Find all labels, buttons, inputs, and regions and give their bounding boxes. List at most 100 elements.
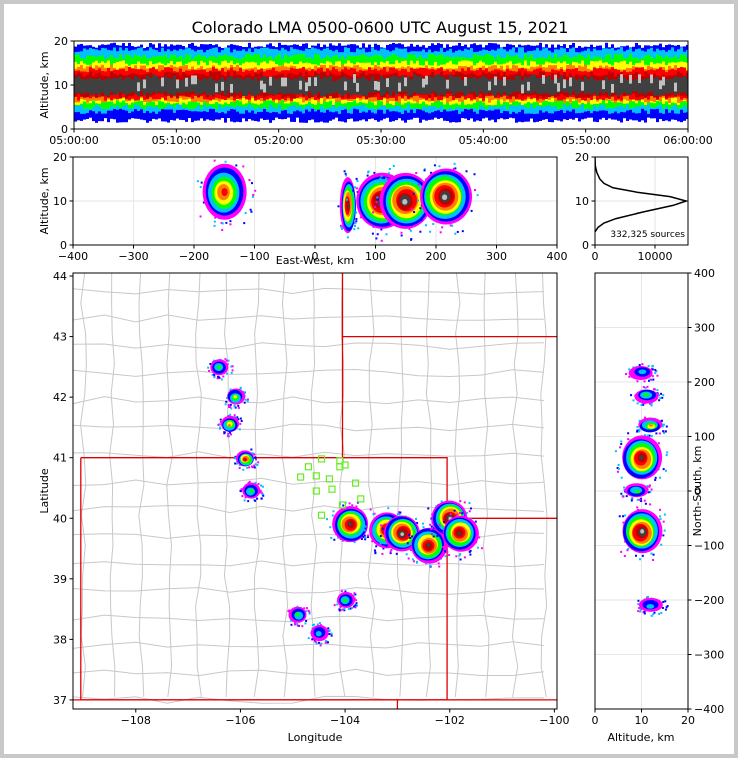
density-point (243, 391, 246, 394)
time-band-cell (209, 76, 212, 96)
lma-figure: Colorado LMA 0500-0600 UTC August 15, 20… (38, 18, 725, 744)
time-band-cell (407, 76, 410, 97)
density-point (220, 378, 223, 381)
density-point (630, 394, 633, 397)
density-point (375, 545, 378, 548)
time-core-cell (443, 78, 446, 88)
density-point (456, 230, 459, 233)
county-line (253, 273, 260, 697)
density-point (649, 503, 652, 506)
density-point (632, 366, 635, 369)
density-point (239, 417, 242, 420)
density-point (363, 534, 366, 537)
eastwest-cluster (410, 162, 479, 235)
y-tick-label: 20 (54, 35, 68, 48)
northsouth-ticks: 0 10 20−400 −300 −200 −100 0 100 200 300 400 (592, 267, 725, 727)
density-point (647, 491, 650, 494)
density-point (624, 514, 627, 517)
density-point (237, 404, 240, 407)
time-band-cell (341, 77, 344, 97)
density-point (638, 363, 641, 366)
density-point (658, 399, 661, 402)
time-core-cell (215, 83, 218, 93)
density-point (468, 510, 471, 513)
y-tick-label: 0 (61, 123, 68, 136)
density-point (656, 389, 659, 392)
density-point (632, 399, 635, 402)
density-point (430, 525, 433, 528)
density-point (343, 609, 346, 612)
density-point (638, 606, 641, 609)
density-point (665, 425, 668, 428)
density-point (424, 224, 427, 227)
x-tick-label: 10 (635, 714, 649, 727)
plan-view-cluster (379, 513, 427, 556)
time-core-cell (539, 79, 542, 88)
station-marker (325, 475, 333, 483)
time-band-cell (95, 79, 98, 94)
density-point (246, 466, 249, 469)
density-point (648, 484, 651, 487)
time-band-cell (437, 78, 440, 96)
density-point (202, 201, 205, 204)
density-point (416, 199, 419, 202)
density-point (354, 593, 357, 596)
density-point (634, 554, 637, 557)
density-point (344, 172, 347, 175)
density-point (650, 552, 653, 555)
northsouth-cluster (620, 483, 653, 503)
density-point (465, 511, 468, 514)
density-point (243, 401, 246, 404)
density-point (260, 484, 263, 487)
density-point (410, 208, 413, 211)
northsouth-density (614, 363, 669, 617)
density-point (347, 607, 350, 610)
density-point (620, 440, 623, 443)
x-tick-label: −100 (539, 714, 569, 727)
density-point (234, 406, 237, 409)
density-point (355, 220, 358, 223)
density-point (415, 560, 418, 563)
time-core-cell (425, 75, 428, 85)
density-point (229, 413, 232, 416)
density-point (330, 634, 333, 637)
time-core-cell (452, 76, 455, 86)
time-band-cell (419, 77, 422, 94)
density-point (617, 463, 620, 466)
density-point (332, 510, 335, 513)
county-line (73, 423, 544, 432)
density-point (227, 432, 230, 435)
y-tick-label: −400 (694, 703, 724, 716)
density-point (356, 501, 359, 504)
density-point (636, 380, 639, 383)
density-point (363, 529, 366, 532)
density-point (367, 534, 370, 537)
time-core-cell (128, 84, 131, 94)
density-point (373, 171, 376, 174)
plan-view-ticks: −108 −106 −104 −102 −100 37 38 39 40 41 42 43 44 (53, 270, 569, 727)
plan-view-cluster (326, 501, 377, 543)
density-point (238, 428, 241, 431)
time-core-cell (374, 81, 377, 90)
density-point (423, 169, 426, 172)
time-core-cell (620, 74, 623, 83)
time-core-cell (326, 78, 329, 88)
county-line (79, 273, 87, 697)
density-ring (441, 194, 448, 201)
density-point (655, 370, 658, 373)
plan-view-cluster (217, 413, 243, 438)
density-point (643, 380, 646, 383)
density-point (328, 633, 331, 636)
county-line (540, 273, 548, 697)
x-tick-label: 0 (592, 714, 599, 727)
station-marker (317, 511, 326, 519)
density-point (398, 512, 401, 515)
density-point (229, 433, 232, 436)
density-point (385, 233, 388, 236)
y-tick-label: 10 (53, 195, 67, 208)
figure-title: Colorado LMA 0500-0600 UTC August 15, 20… (192, 18, 569, 37)
density-point (373, 512, 376, 515)
density-point (449, 224, 452, 227)
county-line (73, 314, 544, 323)
density-point (478, 536, 481, 539)
